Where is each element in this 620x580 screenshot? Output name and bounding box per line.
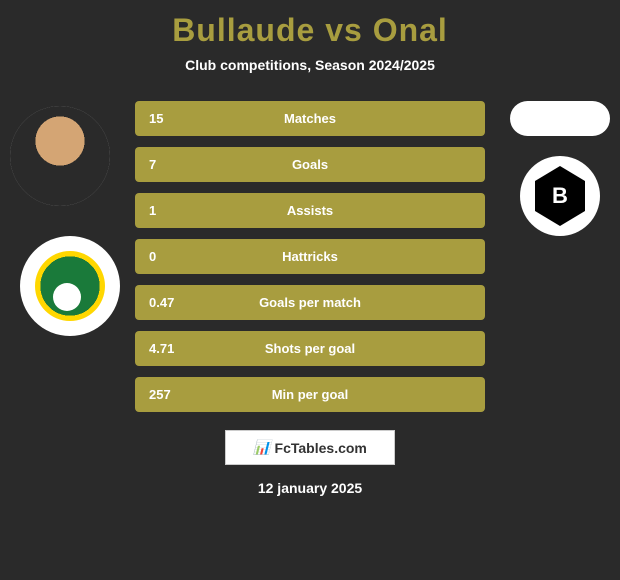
- stat-row-shots-per-goal: 4.71 Shots per goal: [135, 331, 485, 366]
- stat-label: Matches: [284, 111, 336, 126]
- stat-row-assists: 1 Assists: [135, 193, 485, 228]
- stat-value-left: 0.47: [149, 295, 174, 310]
- stat-row-goals: 7 Goals: [135, 147, 485, 182]
- stat-label: Goals: [292, 157, 328, 172]
- chart-icon: 📊: [253, 439, 270, 456]
- ball-icon: [53, 283, 81, 311]
- stat-label: Shots per goal: [265, 341, 355, 356]
- stat-label: Min per goal: [272, 387, 349, 402]
- date-label: 12 january 2025: [0, 480, 620, 496]
- stat-row-hattricks: 0 Hattricks: [135, 239, 485, 274]
- stats-container: B 15 Matches 7 Goals 1 Assists 0 Hattric…: [0, 101, 620, 412]
- stat-label: Hattricks: [282, 249, 338, 264]
- page-title: Bullaude vs Onal: [0, 0, 620, 49]
- player-avatar-right: [510, 101, 610, 136]
- stat-row-min-per-goal: 257 Min per goal: [135, 377, 485, 412]
- page-subtitle: Club competitions, Season 2024/2025: [0, 57, 620, 73]
- stat-value-left: 4.71: [149, 341, 174, 356]
- club-badge-left: [20, 236, 120, 336]
- stat-value-left: 1: [149, 203, 156, 218]
- stat-row-matches: 15 Matches: [135, 101, 485, 136]
- borussia-icon: B: [535, 166, 585, 226]
- stat-label: Goals per match: [259, 295, 361, 310]
- fortuna-sittard-icon: [35, 251, 105, 321]
- stat-value-left: 0: [149, 249, 156, 264]
- club-badge-right: B: [520, 156, 600, 236]
- branding-badge[interactable]: 📊 FcTables.com: [225, 430, 395, 465]
- player-avatar-left: [10, 106, 110, 206]
- branding-text: FcTables.com: [275, 440, 367, 456]
- stat-value-left: 15: [149, 111, 163, 126]
- stat-value-left: 257: [149, 387, 171, 402]
- stat-label: Assists: [287, 203, 333, 218]
- stat-value-left: 7: [149, 157, 156, 172]
- stat-row-goals-per-match: 0.47 Goals per match: [135, 285, 485, 320]
- avatar-face-icon: [10, 106, 110, 206]
